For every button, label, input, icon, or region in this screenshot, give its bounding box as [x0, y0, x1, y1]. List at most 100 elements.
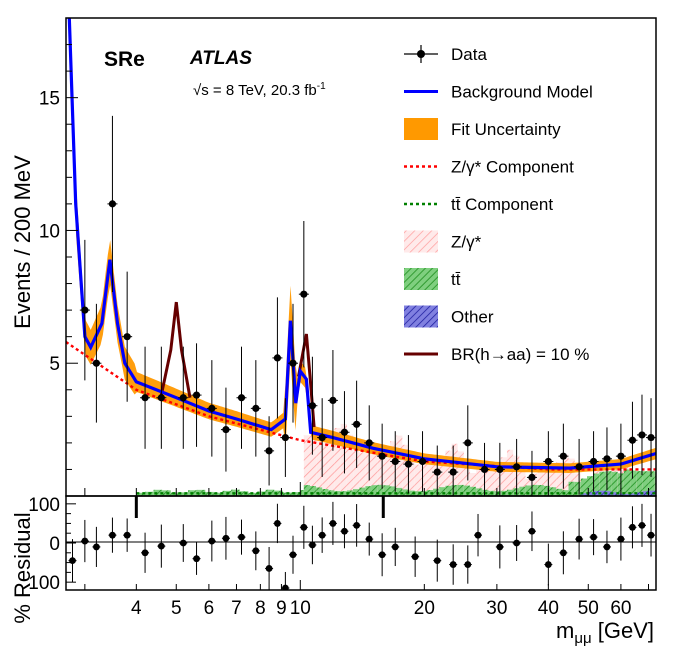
ttbar-hist-bin: [334, 491, 341, 496]
zgamma-hist-bin: [568, 458, 575, 496]
residual-point: [495, 525, 504, 569]
data-marker: [496, 465, 504, 474]
ttbar-hist-bin: [451, 484, 458, 496]
zgamma-hist-bin: [346, 434, 354, 496]
residual-marker: [274, 520, 281, 527]
residual-point: [251, 531, 260, 571]
residual-point: [589, 519, 598, 556]
legend-item: Z/γ* Component: [404, 158, 574, 177]
residual-marker: [378, 551, 386, 559]
residual-panel: 100 0 100 4 5 6 7 8 9 10 20 30 40 50 60 % Residual mμ…: [10, 495, 657, 647]
legend-label: Fit Uncertainty: [451, 120, 561, 139]
ttbar-hist-bin: [179, 492, 189, 496]
residual-marker: [603, 543, 611, 551]
residual-y-axis-label: % Residual: [10, 512, 35, 623]
data-marker: [300, 290, 308, 298]
residual-marker: [93, 543, 100, 551]
data-marker: [378, 452, 386, 460]
ttbar-hist-bin: [346, 490, 354, 496]
ttbar-hist-bin: [568, 481, 575, 496]
residual-point: [527, 511, 536, 552]
ttbar-hist-bin: [365, 486, 372, 496]
ttbar-hist-bin: [136, 492, 145, 496]
zgamma-hist-bin: [322, 443, 329, 496]
data-marker: [237, 394, 246, 402]
x-tick-label: 30: [486, 598, 507, 619]
data-point: [191, 343, 202, 447]
residual-point: [411, 536, 420, 577]
residual-marker: [238, 533, 245, 541]
x-tick-label: 50: [578, 598, 599, 619]
zgamma-hist-bin: [396, 435, 403, 496]
data-point: [526, 450, 537, 496]
other-hist-bin: [611, 492, 618, 496]
legend-item: Z/γ*: [404, 230, 482, 253]
zgamma-hist-bin: [543, 466, 551, 496]
legend-hatch-swatch: [404, 305, 438, 328]
residual-point: [616, 517, 625, 561]
data-point: [646, 398, 656, 477]
ttbar-hist-bin: [605, 471, 612, 496]
data-point: [627, 401, 638, 479]
legend: Data Background Model Fit Uncertainty Z/γ* …: [404, 45, 593, 364]
residual-marker: [365, 535, 373, 543]
x-tick-label: 20: [414, 598, 435, 619]
zgamma-hist-bin: [531, 473, 538, 496]
residual-marker: [353, 521, 361, 529]
residual-marker: [528, 527, 536, 535]
zgamma-hist-bin: [359, 452, 366, 496]
data-point: [558, 423, 569, 489]
ttbar-hist-bin: [396, 487, 403, 496]
zgamma-hist-bin: [340, 423, 347, 496]
ttbar-hist-bin: [623, 469, 631, 496]
data-marker: [123, 333, 131, 341]
residual-point: [365, 522, 374, 556]
ttbar-hist-bin: [599, 471, 606, 496]
zgamma-hist-bin: [488, 465, 495, 496]
res-y-tick-label: 100: [28, 495, 60, 516]
data-marker: [157, 394, 165, 402]
zgamma-hist-bin: [433, 461, 440, 496]
residual-point: [378, 533, 387, 577]
x-tick-label: 7: [231, 598, 242, 619]
other-hist-bin: [605, 491, 612, 496]
data-marker: [353, 420, 361, 428]
data-marker: [308, 402, 316, 410]
data-point: [403, 435, 414, 494]
residual-marker: [433, 557, 441, 565]
data-point: [601, 427, 612, 491]
data-marker: [480, 465, 489, 474]
other-hist-bin: [636, 492, 643, 496]
data-point: [250, 360, 261, 457]
data-point: [327, 350, 338, 451]
residual-point: [352, 504, 361, 547]
residual-point: [544, 543, 553, 586]
data-point: [615, 423, 626, 489]
zgamma-hist-bin: [334, 427, 341, 496]
ttbar-hist-bin: [525, 485, 532, 496]
ttbar-hist-bin: [153, 489, 163, 496]
legend-fill-swatch: [404, 118, 438, 140]
ttbar-hist-bin: [648, 471, 655, 496]
data-marker: [513, 463, 521, 471]
data-point: [280, 398, 291, 477]
x-tick-label: 60: [610, 598, 631, 619]
other-hist-bin: [593, 491, 600, 496]
residual-point: [221, 516, 230, 560]
data-point: [432, 445, 443, 496]
data-point: [206, 360, 217, 457]
residual-points: [68, 496, 656, 590]
ttbar-hist-bin: [586, 476, 594, 496]
legend-item: Background Model: [404, 83, 593, 102]
other-hist-bin: [648, 490, 655, 496]
ttbar-hist-bin: [543, 485, 551, 496]
y-tick-label: 5: [49, 354, 60, 375]
zgamma-hist-bin: [519, 470, 526, 496]
ttbar-hist-bin: [353, 489, 360, 496]
x-axis-label: mμμ [GeV]: [556, 618, 654, 647]
main-y-axis-label: Events / 200 MeV: [10, 155, 35, 329]
data-marker: [433, 468, 441, 476]
data-marker: [192, 391, 201, 399]
data-marker: [365, 439, 373, 447]
x-tick-label: 10: [290, 598, 311, 619]
